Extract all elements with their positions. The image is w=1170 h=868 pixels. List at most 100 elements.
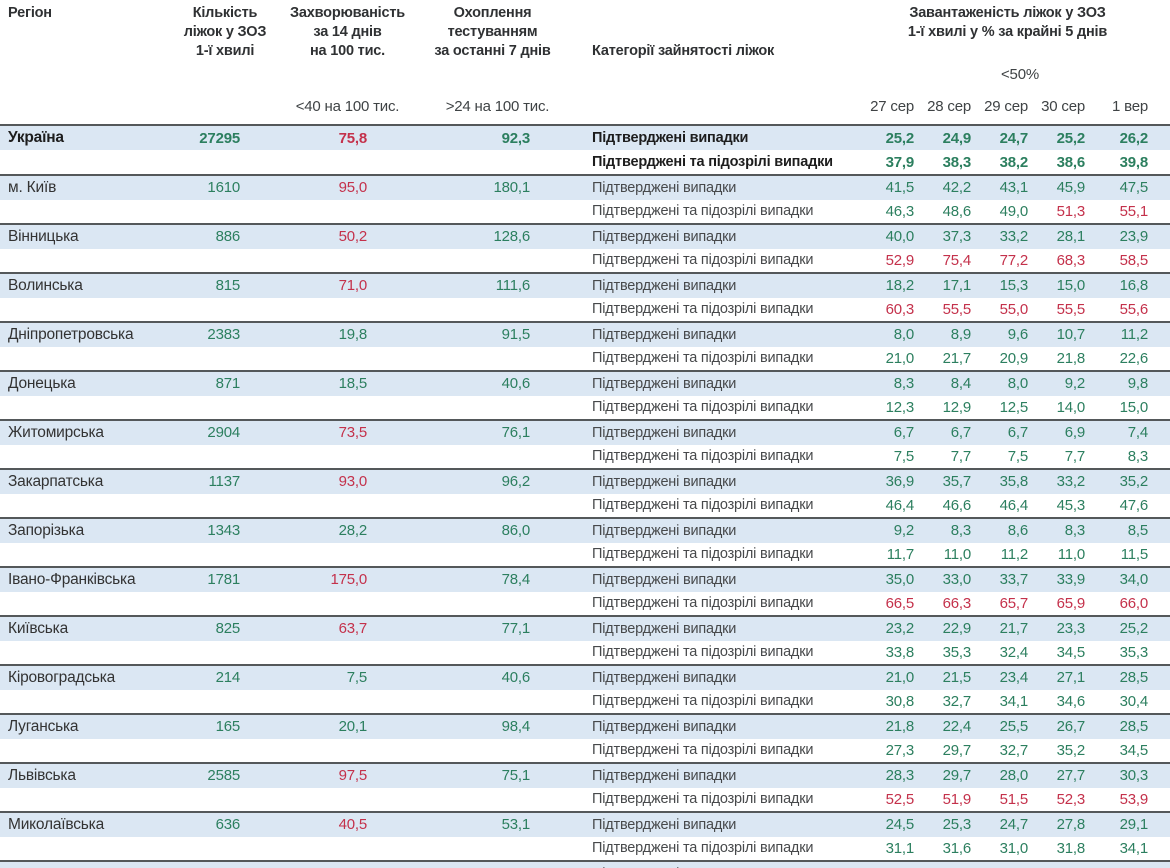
testing-value: 86,0 [501, 522, 531, 540]
load-percent-value: 21,8 [885, 718, 915, 736]
beds-count-value: 165 [215, 718, 241, 736]
load-percent-value: 7,5 [1007, 447, 1028, 465]
load-percent-value: 15,0 [1056, 277, 1086, 295]
beds-count-value: 871 [215, 375, 241, 393]
load-percent-value: 7,5 [893, 447, 914, 465]
region-suspected-row: Підтверджені та підозрілі випадки 30,8 32… [0, 689, 1170, 713]
load-percent-value: 35,2 [1119, 473, 1149, 491]
region-name: Волинська [8, 276, 83, 294]
incidence-value: 19,8 [338, 326, 368, 344]
load-percent-value: 17,1 [942, 277, 972, 295]
category-label-confirmed-suspected: Підтверджені та підозрілі випадки [592, 497, 814, 514]
load-percent-value: 55,5 [1056, 300, 1086, 318]
category-label-confirmed: Підтверджені випадки [580, 866, 865, 868]
testing-value: 40,6 [501, 669, 531, 687]
category-label-confirmed: Підтверджені випадки [592, 424, 737, 441]
region-name: Львівська [8, 766, 76, 784]
load-percent-value: 43,1 [999, 179, 1029, 197]
load-percent-value: 6,7 [1007, 424, 1028, 442]
load-percent-value: 33,2 [999, 228, 1029, 246]
load-percent-value: 12,9 [942, 398, 972, 416]
region-name: Україна [8, 129, 64, 146]
load-percent-value: 30,8 [885, 692, 915, 710]
load-percent-value: 25,2 [1056, 129, 1086, 147]
load-percent-value: 23,9 [1119, 228, 1149, 246]
beds-count-value: 1781 [207, 571, 240, 589]
load-percent-value: 39,8 [1119, 153, 1149, 171]
load-percent-value: 30,3 [1119, 767, 1149, 785]
load-percent-value: 75,4 [942, 251, 972, 269]
testing-value: 92,3 [501, 129, 531, 147]
load-percent-value: 11,0 [943, 545, 971, 563]
beds-count-value: 825 [215, 620, 241, 638]
load-percent-value: 77,2 [999, 251, 1029, 269]
load-percent-value: 66,3 [942, 594, 972, 612]
region-suspected-row: Підтверджені та підозрілі випадки 66,5 66… [0, 591, 1170, 615]
region-name: м. Київ [8, 178, 57, 196]
load-percent-value: 51,5 [999, 790, 1029, 808]
load-percent-value: 34,1 [1119, 839, 1149, 857]
load-percent-value: 28,0 [999, 767, 1029, 785]
testing-value: 96,2 [501, 473, 531, 491]
incidence-value: 7,5 [346, 669, 367, 687]
load-percent-value: 11,2 [1000, 545, 1028, 563]
region-confirmed-row: Івано-Франківська 1781 175,0 78,4 Підтве… [0, 568, 1170, 592]
load-percent-value: 14,0 [1056, 398, 1086, 416]
load-percent-value: 24,9 [942, 129, 972, 147]
header-occupancy-categories: Категорії зайнятості ліжок [592, 43, 775, 59]
region-suspected-row: Підтверджені та підозрілі випадки 46,3 48… [0, 199, 1170, 223]
category-label-confirmed-suspected: Підтверджені та підозрілі випадки [592, 840, 814, 857]
beds-count-value: 27295 [199, 129, 240, 147]
load-percent-value: 8,3 [950, 522, 971, 540]
load-percent-value: 11,7 [886, 545, 914, 563]
load-percent-value: 27,8 [1056, 816, 1086, 834]
load-percent-value: 33,7 [999, 571, 1029, 589]
load-percent-value: 8,5 [1127, 522, 1148, 540]
category-label-confirmed: Підтверджені випадки [592, 522, 737, 539]
load-percent-value: 28,5 [1119, 718, 1149, 736]
load-percent-value: 31,6 [942, 839, 972, 857]
load-percent-value: 38,6 [1056, 153, 1086, 171]
load-percent-value: 21,7 [999, 620, 1029, 638]
load-percent-value: 52,3 [1056, 790, 1086, 808]
header-beds-count: Кількість ліжок у ЗОЗ 1-ї хвилі [183, 5, 267, 59]
load-percent-value: 27,1 [1056, 669, 1086, 687]
testing-value: 77,1 [501, 620, 531, 638]
load-percent-value: 32,7 [999, 741, 1029, 759]
region-confirmed-row: Житомирська 2904 73,5 76,1 Підтверджені … [0, 421, 1170, 445]
load-percent-value: 23,4 [999, 669, 1029, 687]
date-column-header: 1 вер [1112, 97, 1148, 115]
load-percent-value: 8,3 [1127, 447, 1148, 465]
load-percent-value: 66,5 [885, 594, 915, 612]
testing-value: 128,6 [493, 228, 530, 246]
load-percent-value: 26,7 [1056, 718, 1086, 736]
load-percent-value: 29,7 [942, 741, 972, 759]
load-percent-value: 46,6 [942, 496, 972, 514]
load-percent-value: 11,5 [1120, 545, 1148, 563]
load-percent-value: 33,2 [1056, 473, 1086, 491]
testing-value: 76,1 [501, 424, 531, 442]
table-body: Україна 27295 75,8 92,3 Підтверджені вип… [0, 124, 1170, 868]
load-percent-value: 33,0 [942, 571, 972, 589]
region-block-cutoff: Підтверджені випадки [0, 860, 1170, 868]
load-percent-value: 8,3 [893, 375, 914, 393]
load-percent-value: 24,7 [999, 129, 1029, 147]
region-block: м. Київ 1610 95,0 180,1 Підтверджені вип… [0, 174, 1170, 223]
load-percent-value: 26,2 [1119, 129, 1149, 147]
load-percent-value: 9,2 [1064, 375, 1085, 393]
load-percent-value: 35,7 [942, 473, 972, 491]
category-label-confirmed-suspected: Підтверджені та підозрілі випадки [592, 742, 814, 759]
load-percent-value: 53,9 [1119, 790, 1149, 808]
region-confirmed-row: Миколаївська 636 40,5 53,1 Підтверджені … [0, 813, 1170, 837]
load-percent-value: 46,4 [885, 496, 915, 514]
region-block: Дніпропетровська 2383 19,8 91,5 Підтверд… [0, 321, 1170, 370]
region-confirmed-row: Кіровоградська 214 7,5 40,6 Підтверджені… [0, 666, 1170, 690]
load-percent-value: 47,6 [1119, 496, 1149, 514]
load-percent-value: 58,5 [1119, 251, 1149, 269]
load-percent-value: 65,7 [999, 594, 1029, 612]
region-suspected-row: Підтверджені та підозрілі випадки 60,3 55… [0, 297, 1170, 321]
load-percent-value: 27,7 [1056, 767, 1086, 785]
date-column-header: 29 сер [984, 97, 1028, 115]
load-percent-value: 22,4 [942, 718, 972, 736]
load-percent-value: 15,3 [999, 277, 1029, 295]
